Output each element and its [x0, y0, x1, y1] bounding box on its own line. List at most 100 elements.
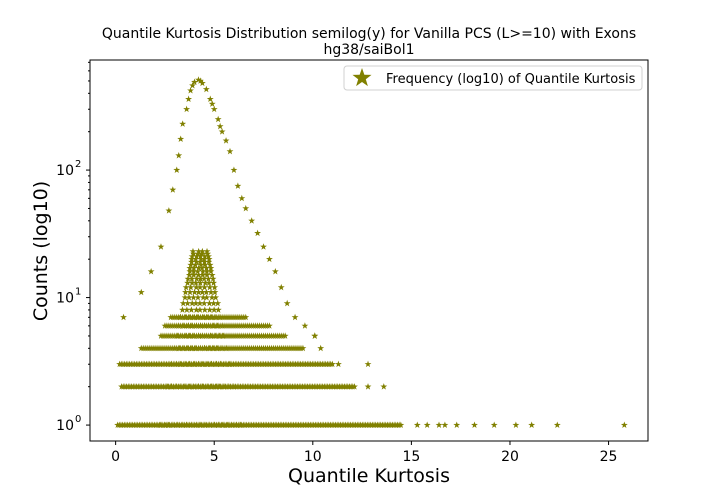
data-point [188, 275, 196, 282]
data-point [216, 122, 224, 130]
data-point [266, 255, 273, 263]
data-point [197, 322, 205, 329]
data-point [199, 267, 207, 275]
data-point [441, 421, 449, 428]
data-point [271, 267, 279, 275]
data-point [186, 332, 193, 339]
data-point [187, 283, 195, 291]
data-point [211, 283, 219, 291]
data-point [167, 383, 175, 390]
data-point [176, 313, 184, 321]
data-point [190, 313, 198, 321]
data-point [190, 250, 198, 257]
data-point [193, 275, 201, 282]
data-point [329, 360, 336, 368]
data-point [203, 264, 210, 272]
data-point [209, 344, 217, 352]
data-point [207, 288, 215, 296]
data-point [185, 293, 193, 301]
data-point [212, 293, 220, 301]
data-point [207, 332, 215, 339]
data-point [199, 313, 207, 321]
data-point [187, 261, 195, 268]
data-point [208, 271, 216, 279]
data-point [185, 271, 193, 279]
data-point [206, 306, 214, 313]
data-point [181, 383, 189, 390]
data-point [281, 332, 289, 339]
data-point [196, 344, 204, 352]
data-point [225, 383, 233, 390]
data-point [192, 421, 200, 428]
data-point [216, 313, 224, 321]
data-point [209, 322, 217, 329]
data-point [185, 383, 193, 390]
data-point [169, 421, 177, 428]
data-point [206, 421, 214, 428]
data-point [207, 264, 215, 272]
data-point [194, 293, 202, 301]
x-tick-label: 15 [402, 449, 420, 465]
y-tick-label: 10 [56, 163, 74, 179]
x-axis-label: Quantile Kurtosis [288, 465, 450, 487]
data-point [181, 293, 189, 301]
data-point [191, 78, 198, 85]
data-point [210, 306, 218, 313]
data-point [214, 421, 222, 428]
data-point [196, 299, 204, 307]
data-point [364, 383, 372, 390]
data-point [183, 105, 191, 113]
data-point [191, 288, 199, 296]
data-point [210, 299, 218, 307]
data-point [205, 258, 213, 265]
data-point [201, 258, 208, 265]
data-point [198, 288, 206, 296]
data-point [277, 283, 285, 291]
y-tick-label: 10 [56, 291, 74, 307]
data-point [196, 258, 204, 265]
data-point [200, 255, 208, 263]
data-point [237, 421, 244, 428]
data-point [221, 360, 229, 368]
data-point [197, 255, 205, 263]
data-point [190, 383, 198, 390]
data-point [216, 383, 224, 390]
data-point [190, 332, 198, 339]
data-point [190, 293, 197, 301]
data-point [317, 344, 325, 352]
data-point [184, 279, 192, 286]
data-point [182, 288, 189, 296]
data-point [164, 383, 172, 390]
data-point [228, 421, 236, 428]
data-point [201, 283, 208, 291]
data-point [206, 299, 213, 307]
data-point [177, 135, 185, 142]
data-point [182, 313, 189, 321]
data-point [207, 383, 215, 390]
data-point [197, 275, 204, 282]
data-point [184, 275, 192, 282]
data-point [225, 360, 233, 368]
data-point [201, 279, 209, 286]
data-point [190, 360, 198, 368]
data-point [173, 383, 180, 390]
data-point [188, 344, 196, 352]
data-point [206, 95, 214, 103]
data-point [198, 332, 206, 339]
data-point [203, 293, 211, 301]
data-point [553, 421, 561, 428]
data-point [187, 87, 194, 94]
data-point [218, 322, 226, 329]
data-point [202, 332, 210, 339]
data-point [214, 115, 222, 123]
data-point [205, 252, 212, 260]
data-point [283, 299, 291, 307]
chart-title: Quantile Kurtosis Distribution semilog(y… [102, 26, 636, 42]
x-axis: 0 5 10 15 20 25 [111, 441, 617, 465]
data-point [176, 383, 184, 390]
data-point [194, 250, 202, 257]
data-point [188, 299, 196, 307]
y-tick-exponent: 1 [75, 287, 81, 298]
data-point [210, 279, 218, 286]
